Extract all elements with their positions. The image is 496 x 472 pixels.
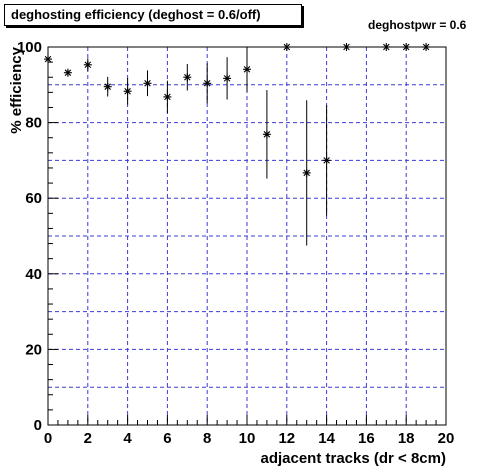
x-tick-label: 4 [123, 430, 132, 447]
y-tick-label: 0 [34, 417, 42, 434]
data-point [63, 68, 72, 77]
data-series [44, 43, 431, 246]
x-tick-label: 2 [84, 430, 92, 447]
marker-stroke [104, 83, 111, 90]
y-tick-label: 80 [25, 115, 42, 132]
x-tick-label: 8 [203, 430, 211, 447]
marker-stroke [44, 55, 52, 63]
x-tick-label: 16 [358, 430, 375, 447]
marker-stroke [64, 69, 72, 76]
data-point [143, 70, 152, 97]
x-tick-label: 14 [318, 430, 335, 447]
data-point [183, 64, 192, 91]
data-point [382, 43, 391, 51]
marker-stroke [243, 66, 251, 73]
x-axis-label: adjacent tracks (dr < 8cm) [260, 450, 446, 467]
x-tick-label: 0 [44, 430, 52, 447]
annotation-deghostpwr: deghostpwr = 0.6 [368, 18, 467, 32]
data-point [163, 80, 172, 114]
data-point [302, 100, 311, 246]
data-point [422, 43, 431, 51]
marker-stroke [203, 80, 211, 87]
marker-stroke [402, 43, 410, 51]
x-tick-label: 10 [239, 430, 256, 447]
x-tick-label: 20 [438, 430, 455, 447]
marker-stroke [383, 43, 390, 51]
data-point [322, 105, 331, 216]
marker-stroke [283, 43, 291, 51]
data-point [402, 43, 411, 51]
data-point [44, 55, 52, 64]
y-tick-label: 100 [17, 39, 42, 56]
y-tick-label: 40 [25, 266, 42, 283]
marker-stroke [144, 80, 151, 87]
marker-stroke [124, 87, 131, 95]
x-tick-label: 18 [398, 430, 415, 447]
marker-stroke [422, 43, 430, 51]
marker-stroke [223, 75, 231, 82]
marker-stroke [323, 157, 330, 164]
y-axis-label: % efficiency [8, 46, 25, 133]
data-point [342, 43, 351, 51]
marker-stroke [164, 93, 171, 101]
grid [48, 47, 446, 425]
data-point [203, 63, 212, 104]
x-tick-label: 6 [163, 430, 171, 447]
marker-stroke [343, 43, 350, 51]
x-tick-label: 12 [278, 430, 295, 447]
data-point [223, 57, 232, 100]
data-point [282, 43, 291, 51]
marker-stroke [303, 169, 310, 177]
data-point [123, 77, 132, 105]
marker-stroke [84, 61, 92, 69]
marker-stroke [263, 131, 271, 138]
chart-title: deghosting efficiency (deghost = 0.6/off… [4, 4, 302, 26]
y-tick-label: 20 [25, 341, 42, 358]
tick-labels: 0 2 4 6 8 10 12 14 16 18 20 0 20 40 60 80 100 [17, 39, 454, 447]
data-point [103, 76, 112, 97]
marker-stroke [184, 73, 191, 81]
data-point [262, 90, 271, 179]
data-point [83, 58, 92, 72]
data-point [243, 47, 251, 92]
y-tick-label: 60 [25, 190, 42, 207]
